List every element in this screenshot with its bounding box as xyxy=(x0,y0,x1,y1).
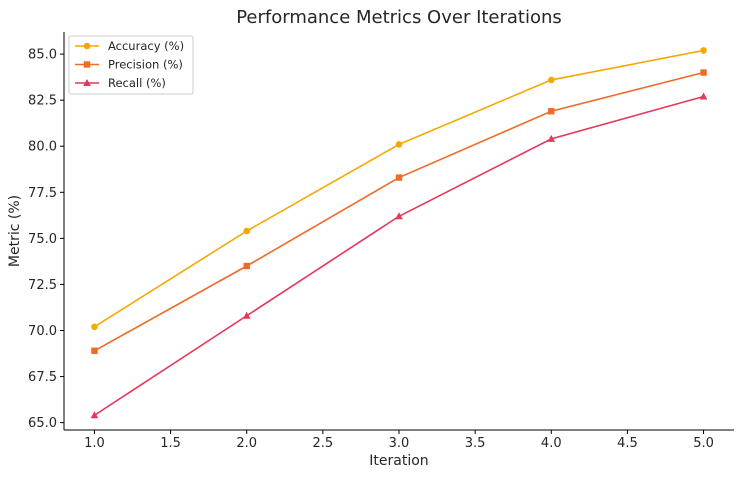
y-tick-label: 75.0 xyxy=(28,232,57,247)
legend-item: Accuracy (%) xyxy=(75,39,184,53)
data-point xyxy=(700,69,707,76)
x-tick-label: 1.5 xyxy=(160,436,181,451)
data-point xyxy=(395,212,403,220)
x-axis-title: Iteration xyxy=(369,453,428,469)
series-1 xyxy=(91,69,707,354)
data-point xyxy=(395,141,403,148)
x-tick-label: 2.5 xyxy=(313,436,334,451)
data-point xyxy=(90,411,99,419)
data-point xyxy=(699,92,708,100)
data-point xyxy=(91,347,98,354)
x-tick-label: 4.0 xyxy=(541,436,562,451)
legend-item: Recall (%) xyxy=(75,76,166,90)
data-point xyxy=(242,311,251,319)
legend-label: Precision (%) xyxy=(108,58,183,72)
data-point xyxy=(243,262,250,270)
x-ticks: 1.0 1.5 2.0 2.5 3.0 3.5 4.0 4.5 5.0 xyxy=(84,430,714,451)
legend-box xyxy=(68,35,194,95)
y-tick-label: 80.0 xyxy=(28,140,57,155)
chart-title: Performance Metrics Over Iterations xyxy=(236,7,562,28)
legend-marker xyxy=(83,61,91,68)
x-tick-label: 5.0 xyxy=(693,436,714,451)
y-tick-label: 65.0 xyxy=(28,416,57,431)
y-tick-label: 82.5 xyxy=(28,94,57,109)
series-2 xyxy=(90,92,708,419)
legend-label: Accuracy (%) xyxy=(108,39,184,53)
x-tick-label: 2.0 xyxy=(236,436,257,451)
y-tick-label: 72.5 xyxy=(28,278,57,293)
data-point xyxy=(91,323,98,331)
data-point xyxy=(395,174,403,181)
data-point xyxy=(547,134,556,142)
y-tick-label: 77.5 xyxy=(28,186,57,201)
series-0 xyxy=(91,47,707,331)
x-tick-label: 3.5 xyxy=(465,436,486,451)
y-axis-title: Metric (%) xyxy=(7,195,23,267)
legend: Accuracy (%) Precision (%) Recall (%) xyxy=(68,35,194,95)
data-point xyxy=(243,227,251,235)
y-tick-label: 85.0 xyxy=(28,48,57,63)
x-tick-label: 3.0 xyxy=(389,436,410,451)
data-point xyxy=(548,108,555,115)
x-tick-label: 1.0 xyxy=(84,436,105,451)
data-point xyxy=(700,47,707,54)
data-point xyxy=(547,76,555,84)
y-tick-label: 67.5 xyxy=(28,370,57,385)
x-tick-label: 4.5 xyxy=(617,436,638,451)
legend-item: Precision (%) xyxy=(75,58,183,72)
series-line xyxy=(94,71,704,352)
legend-marker xyxy=(83,42,91,50)
y-tick-label: 70.0 xyxy=(28,324,57,339)
y-ticks: 65.0 67.5 70.0 72.5 75.0 77.5 80.0 82.5 85.0 xyxy=(28,48,64,431)
series-group xyxy=(90,47,708,419)
legend-marker xyxy=(83,79,91,86)
legend-label: Recall (%) xyxy=(108,76,166,90)
